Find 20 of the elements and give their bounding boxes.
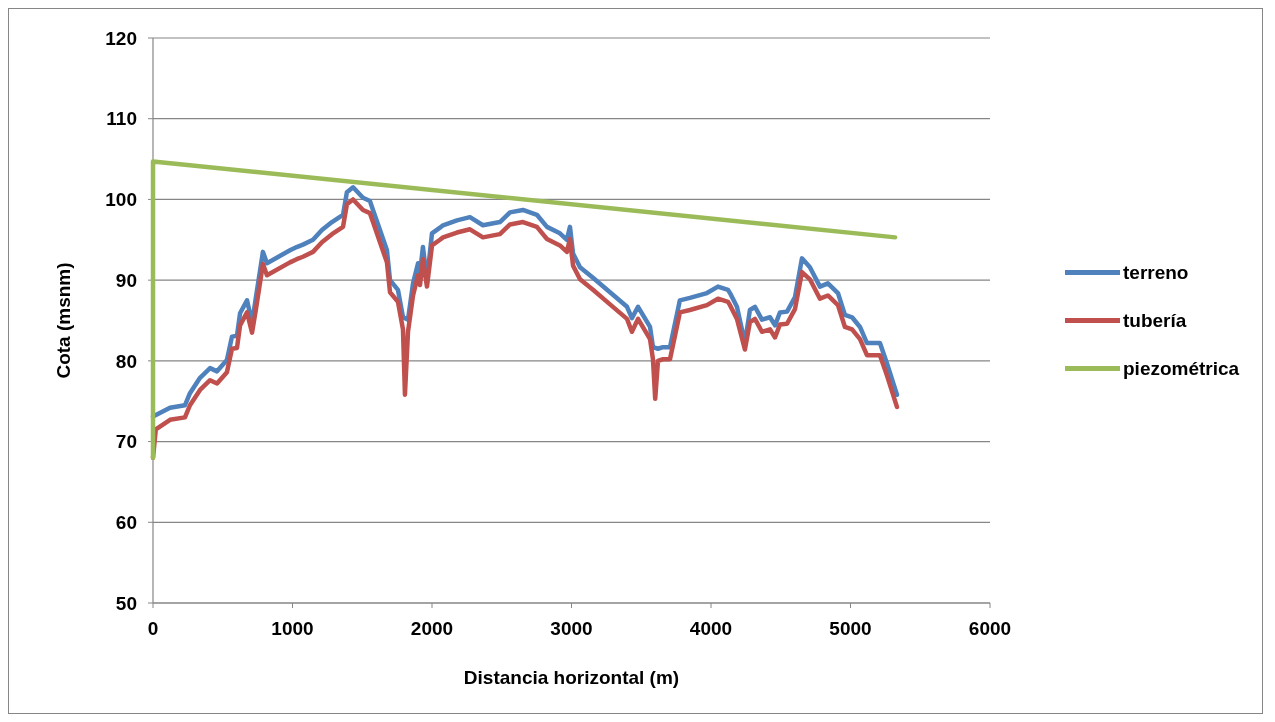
y-tick-label: 80 bbox=[115, 350, 137, 372]
y-tick-label: 110 bbox=[106, 108, 137, 130]
legend-label: terreno bbox=[1123, 262, 1189, 284]
y-tick-label: 50 bbox=[115, 592, 137, 614]
x-tick-label: 5000 bbox=[829, 618, 872, 639]
x-tick-label: 6000 bbox=[968, 618, 1012, 639]
y-tick-label: 70 bbox=[115, 431, 137, 453]
y-tick-label: 60 bbox=[115, 511, 137, 533]
y-tick-label: 90 bbox=[115, 269, 137, 291]
y-axis-title: Cota (msnm) bbox=[53, 262, 74, 379]
x-tick-label: 4000 bbox=[689, 618, 733, 639]
x-tick-label: 0 bbox=[147, 618, 159, 639]
legend-label: piezométrica bbox=[1123, 358, 1240, 380]
x-tick-label: 3000 bbox=[550, 618, 593, 639]
x-tick-label: 1000 bbox=[271, 618, 314, 639]
legend-label: tubería bbox=[1123, 310, 1187, 332]
y-tick-label: 120 bbox=[105, 27, 137, 49]
x-axis-title: Distancia horizontal (m) bbox=[463, 667, 680, 688]
y-tick-label: 100 bbox=[105, 189, 137, 211]
x-tick-label: 2000 bbox=[410, 618, 454, 639]
